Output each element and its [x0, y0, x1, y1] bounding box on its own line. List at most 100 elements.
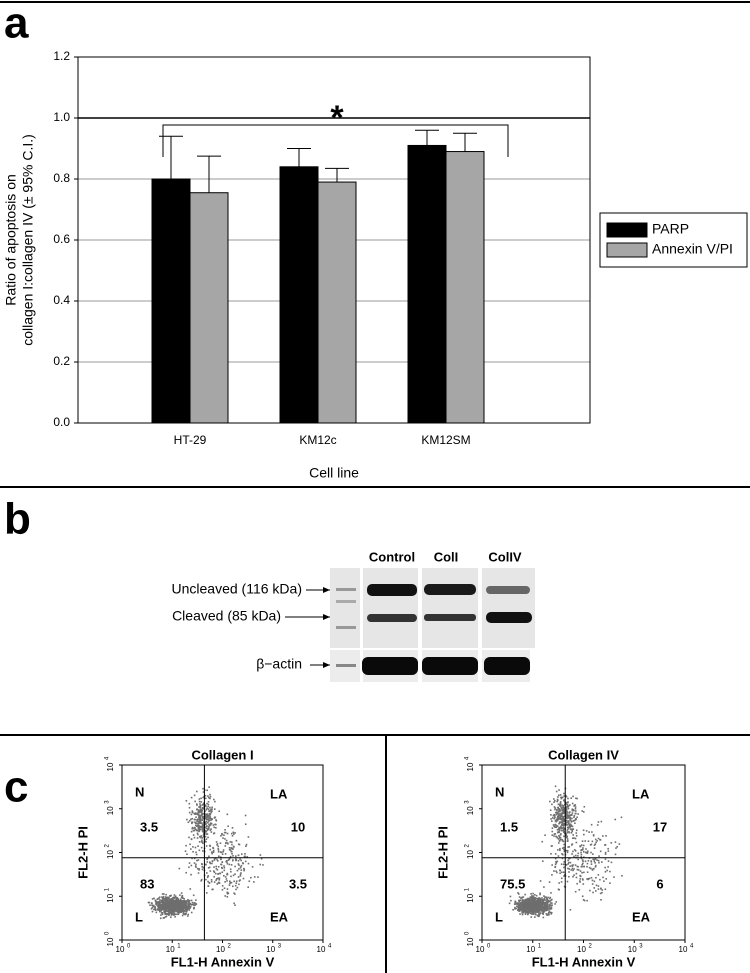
event-dot: [518, 904, 520, 906]
quadrant-value: 3.5: [140, 819, 158, 834]
event-dot: [243, 869, 245, 871]
event-dot: [567, 832, 569, 834]
event-dot: [206, 825, 208, 827]
event-dot: [162, 897, 164, 899]
event-dot: [573, 874, 575, 876]
event-dot: [208, 826, 210, 828]
event-dot: [196, 822, 198, 824]
event-dot: [567, 852, 569, 854]
event-dot: [193, 907, 195, 909]
event-dot: [197, 837, 199, 839]
event-dot: [185, 907, 187, 909]
event-dot: [172, 898, 174, 900]
event-dot: [560, 806, 562, 808]
event-dot: [534, 901, 536, 903]
bar: [190, 193, 228, 423]
event-dot: [574, 820, 576, 822]
event-dot: [539, 913, 541, 915]
event-dot: [533, 913, 535, 915]
event-dot: [224, 887, 226, 889]
event-dot: [159, 909, 161, 911]
event-dot: [595, 839, 597, 841]
blot-band: [484, 657, 530, 675]
arrow-head: [323, 587, 330, 593]
event-dot: [523, 907, 525, 909]
event-dot: [546, 907, 548, 909]
event-dot: [602, 877, 604, 879]
event-dot: [535, 904, 537, 906]
event-dot: [525, 900, 527, 902]
event-dot: [560, 794, 562, 796]
event-dot: [198, 831, 200, 833]
event-dot: [186, 909, 188, 911]
x-tick-label: 10: [317, 945, 326, 954]
event-dot: [550, 902, 552, 904]
event-dot: [240, 874, 242, 876]
event-dot: [577, 813, 579, 815]
y-tick-label: 10: [106, 850, 115, 859]
event-dot: [583, 811, 585, 813]
event-dot: [615, 841, 617, 843]
event-dot: [218, 851, 220, 853]
event-dot: [186, 853, 188, 855]
event-dot: [202, 816, 204, 818]
event-dot: [528, 908, 530, 910]
bar: [318, 182, 356, 423]
event-dot: [192, 827, 194, 829]
event-dot: [178, 906, 180, 908]
x-axis-label: FL1-H Annexin V: [532, 954, 636, 969]
event-dot: [242, 863, 244, 865]
event-dot: [557, 796, 559, 798]
event-dot: [581, 872, 583, 874]
event-dot: [557, 861, 559, 863]
event-dot: [560, 833, 562, 835]
event-dot: [592, 883, 594, 885]
event-dot: [563, 825, 565, 827]
event-dot: [175, 913, 177, 915]
event-dot: [211, 808, 213, 810]
event-dot: [583, 829, 585, 831]
event-dot: [214, 858, 216, 860]
event-dot: [533, 903, 535, 905]
event-dot: [558, 789, 560, 791]
event-dot: [231, 844, 233, 846]
x-tick-exponent: 2: [589, 944, 593, 950]
blot-band: [367, 614, 417, 622]
event-dot: [200, 829, 202, 831]
y-tick-exponent: 4: [105, 756, 111, 760]
event-dot: [208, 801, 210, 803]
event-dot: [233, 881, 235, 883]
event-dot: [541, 841, 543, 843]
event-dot: [556, 872, 558, 874]
event-dot: [600, 851, 602, 853]
quadrant-value: 1.5: [500, 819, 518, 834]
blot-band: [422, 657, 478, 675]
event-dot: [561, 813, 563, 815]
event-dot: [155, 903, 157, 905]
event-dot: [551, 820, 553, 822]
x-tick-label: 10: [628, 945, 637, 954]
event-dot: [534, 897, 536, 899]
event-dot: [170, 912, 172, 914]
event-dot: [556, 809, 558, 811]
event-dot: [592, 841, 594, 843]
event-dot: [598, 874, 600, 876]
event-dot: [571, 808, 573, 810]
event-dot: [550, 814, 552, 816]
event-dot: [560, 815, 562, 817]
event-dot: [188, 837, 190, 839]
event-dot: [201, 847, 203, 849]
event-dot: [170, 902, 172, 904]
event-dot: [240, 866, 242, 868]
event-dot: [608, 860, 610, 862]
event-dot: [230, 871, 232, 873]
event-dot: [536, 901, 538, 903]
event-dot: [202, 825, 204, 827]
event-dot: [210, 818, 212, 820]
event-dot: [194, 862, 196, 864]
event-dot: [605, 835, 607, 837]
event-dot: [209, 798, 211, 800]
event-dot: [257, 876, 259, 878]
event-dot: [567, 821, 569, 823]
event-dot: [206, 809, 208, 811]
